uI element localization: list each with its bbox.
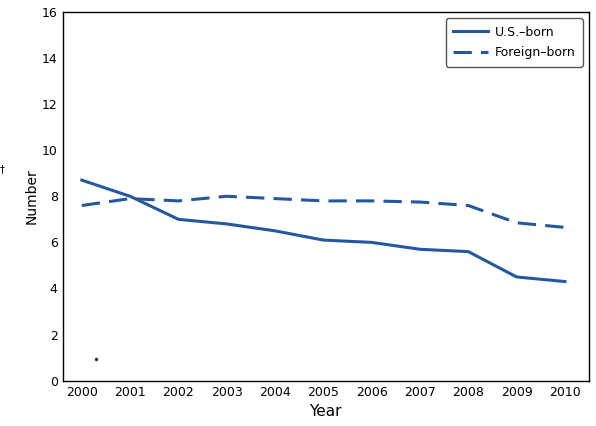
Foreign–born: [561, 225, 569, 230]
U.S.–born: [78, 178, 85, 183]
Foreign–born: [417, 199, 424, 204]
U.S.–born: [320, 238, 327, 243]
Foreign–born: [78, 203, 85, 208]
Foreign–born: [175, 199, 182, 204]
Y-axis label: Number: Number: [25, 168, 39, 224]
U.S.–born: [513, 274, 520, 279]
U.S.–born: [465, 249, 472, 254]
X-axis label: Year: Year: [309, 404, 342, 419]
U.S.–born: [561, 279, 569, 284]
U.S.–born: [175, 217, 182, 222]
Foreign–born: [272, 196, 279, 201]
Legend: U.S.–born, Foreign–born: U.S.–born, Foreign–born: [446, 18, 583, 67]
Foreign–born: [513, 220, 520, 225]
Foreign–born: [223, 194, 230, 199]
Foreign–born: [368, 199, 375, 204]
U.S.–born: [272, 228, 279, 233]
Foreign–born: [320, 199, 327, 204]
Line: U.S.–born: U.S.–born: [82, 180, 565, 282]
U.S.–born: [223, 222, 230, 227]
Foreign–born: [126, 196, 134, 201]
U.S.–born: [368, 240, 375, 245]
U.S.–born: [126, 194, 134, 199]
U.S.–born: [417, 247, 424, 252]
Foreign–born: [465, 203, 472, 208]
Line: Foreign–born: Foreign–born: [82, 196, 565, 227]
Text: †: †: [0, 164, 4, 174]
